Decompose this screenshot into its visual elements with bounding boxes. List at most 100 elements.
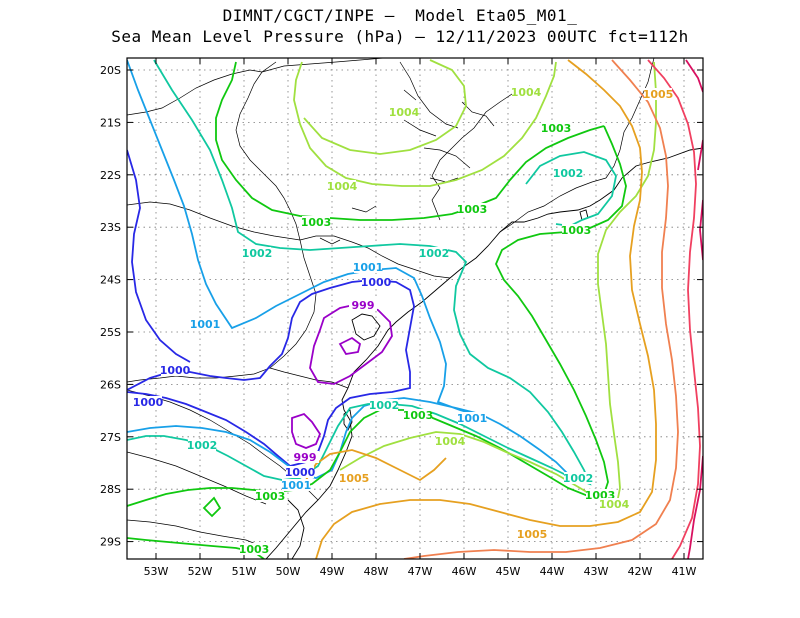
contour-label-bg (291, 451, 319, 463)
lat-tick-label: 24S (100, 274, 121, 287)
contour-label: 1001 (457, 412, 488, 425)
lon-tick-label: 53W (144, 565, 169, 578)
lat-tick-label: 25S (100, 326, 121, 339)
lon-tick-label: 43W (584, 565, 609, 578)
border-sp-mg (431, 85, 531, 221)
lat-tick-label: 28S (100, 483, 121, 496)
contour-label: 1002 (563, 472, 594, 485)
contour-label: 999 (294, 451, 317, 464)
contour-label-bg (161, 364, 189, 376)
contour-label-bg (286, 466, 314, 478)
border-ms-sp (235, 61, 301, 241)
contour-label-bg (134, 396, 162, 408)
contour-label-bg (554, 167, 582, 179)
lon-tick-label: 47W (408, 565, 433, 578)
contour-label: 1003 (301, 216, 332, 229)
contour-label-bg (340, 472, 368, 484)
lon-tick-label: 52W (188, 565, 213, 578)
contour-label-bg (191, 318, 219, 330)
lat-tick-label: 21S (100, 116, 121, 129)
contour-label: 1001 (281, 479, 312, 492)
contour-label-bg (328, 180, 356, 192)
contour-label: 1000 (361, 276, 392, 289)
patos-lagoon (287, 499, 305, 559)
contour-label: 1004 (435, 435, 466, 448)
contour-label: 1004 (389, 106, 420, 119)
isobar-999-south (291, 412, 322, 449)
border-ms-paraguay (127, 201, 301, 241)
contour-label-bg (362, 276, 390, 288)
contour-label-bg (282, 479, 310, 491)
contour-label-bg (390, 106, 418, 118)
lon-tick-label: 41W (672, 565, 697, 578)
contour-label: 1001 (190, 318, 221, 331)
lon-tick-label: 50W (276, 565, 301, 578)
contour-label: 1005 (339, 472, 370, 485)
contour-label-bg (256, 490, 284, 502)
isobar-1001 (127, 59, 571, 479)
contour-label: 1000 (160, 364, 191, 377)
paranagua-bay (351, 313, 381, 341)
contour-label: 1003 (239, 543, 270, 556)
rivers (399, 61, 471, 169)
contour-label: 1005 (517, 528, 548, 541)
contour-label-bg (644, 88, 672, 100)
contour-label: 1002 (242, 247, 273, 260)
axis-ticks: 53W 52W 51W 50W 49W 48W 47W 46W 45W 44W 43W 42W 41W 2… (100, 58, 703, 578)
isobar-1006 (403, 59, 679, 559)
contour-label: 1001 (353, 261, 384, 274)
lat-tick-label: 23S (100, 221, 121, 234)
contour-label: 1000 (285, 466, 316, 479)
contour-label-bg (512, 86, 540, 98)
state-borders (127, 58, 655, 549)
contour-label: 1002 (419, 247, 450, 260)
contour-label: 1002 (553, 167, 584, 180)
contour-label-bg (458, 203, 486, 215)
contour-label: 1000 (133, 396, 164, 409)
border-mg-rj (499, 177, 607, 233)
lat-tick-label: 27S (100, 431, 121, 444)
lon-tick-label: 48W (364, 565, 389, 578)
reservoirs (319, 101, 495, 245)
contour-label-bg (518, 528, 546, 540)
lat-tick-label: 22S (100, 169, 121, 182)
contour-label-bg (370, 399, 398, 411)
graticule (127, 58, 703, 559)
lat-tick-label: 26S (100, 378, 121, 391)
atlantic-coastline (265, 147, 703, 559)
plot-frame (126, 57, 704, 560)
contour-label: 1002 (187, 439, 218, 452)
isobar-1002-ne (525, 151, 617, 227)
border-rs-argentina (127, 451, 267, 505)
contour-label-bg (564, 472, 592, 484)
contour-label-bg (243, 247, 271, 259)
lon-tick-label: 46W (452, 565, 477, 578)
contour-label-bg (302, 216, 330, 228)
contour-label: 1003 (403, 409, 434, 422)
isobars (127, 59, 703, 559)
contour-label-bg (542, 122, 570, 134)
border-sp-pr (299, 235, 451, 279)
contour-label: 1003 (255, 490, 286, 503)
lon-tick-label: 45W (496, 565, 521, 578)
border-rs-uruguay (127, 519, 267, 549)
lat-tick-label: 20S (100, 64, 121, 77)
contour-label: 1005 (643, 88, 674, 101)
contour-label: 999 (352, 299, 375, 312)
contour-labels: 9999991000100010001000100110011001100110… (133, 86, 674, 556)
lon-tick-label: 44W (540, 565, 565, 578)
lon-tick-label: 49W (320, 565, 345, 578)
lat-tick-label: 29S (100, 536, 121, 549)
map-title-line1: DIMNT/CGCT/INPE — Model Eta05_M01_ (222, 6, 578, 25)
isobar-1004 (293, 59, 657, 510)
lon-tick-label: 42W (628, 565, 653, 578)
border-pr-sc (269, 367, 349, 389)
contour-label-bg (188, 439, 216, 451)
contour-label-bg (600, 498, 628, 510)
contour-label-bg (436, 435, 464, 447)
isobar-999-inner (338, 336, 362, 355)
contour-label: 1003 (561, 224, 592, 237)
contour-label-bg (240, 543, 268, 555)
contour-label-bg (458, 412, 486, 424)
